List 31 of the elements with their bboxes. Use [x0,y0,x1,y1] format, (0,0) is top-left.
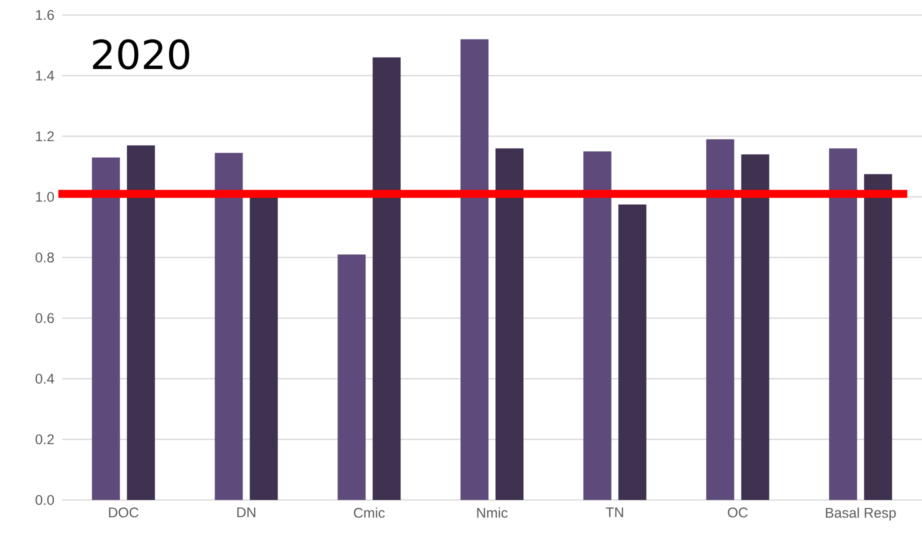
y-tick-label: 0.8 [36,252,54,262]
bar [92,157,120,500]
bar [460,39,489,500]
bar [618,204,646,500]
x-tick-label: Basal Resp [826,508,896,521]
bar [250,196,278,500]
y-tick-label: 1.2 [36,131,54,142]
y-tick-label: 0.0 [36,495,54,505]
bar [372,57,401,500]
bar [214,152,243,500]
x-tick-label: OC [728,508,748,518]
chart-title: 2020 [93,39,190,70]
x-tick-label: DN [237,508,256,518]
y-tick-label: 0.6 [36,313,54,324]
y-tick-label: 1.0 [36,192,54,202]
bar [583,151,612,500]
bar [741,154,770,500]
bar [126,145,155,500]
x-tick-label: Cmic [354,508,385,518]
y-tick-label: 1.4 [36,70,54,80]
bar [706,139,734,500]
bar [496,148,524,500]
bar [338,254,366,500]
y-tick-label: 0.4 [36,374,54,384]
y-tick-label: 0.2 [36,434,54,444]
x-tick-label: DOC [109,508,138,518]
x-tick-label: Nmic [477,508,508,518]
bar [829,148,858,500]
x-tick-label: TN [606,508,624,518]
bar [864,174,892,500]
y-tick-label: 1.6 [36,10,54,20]
